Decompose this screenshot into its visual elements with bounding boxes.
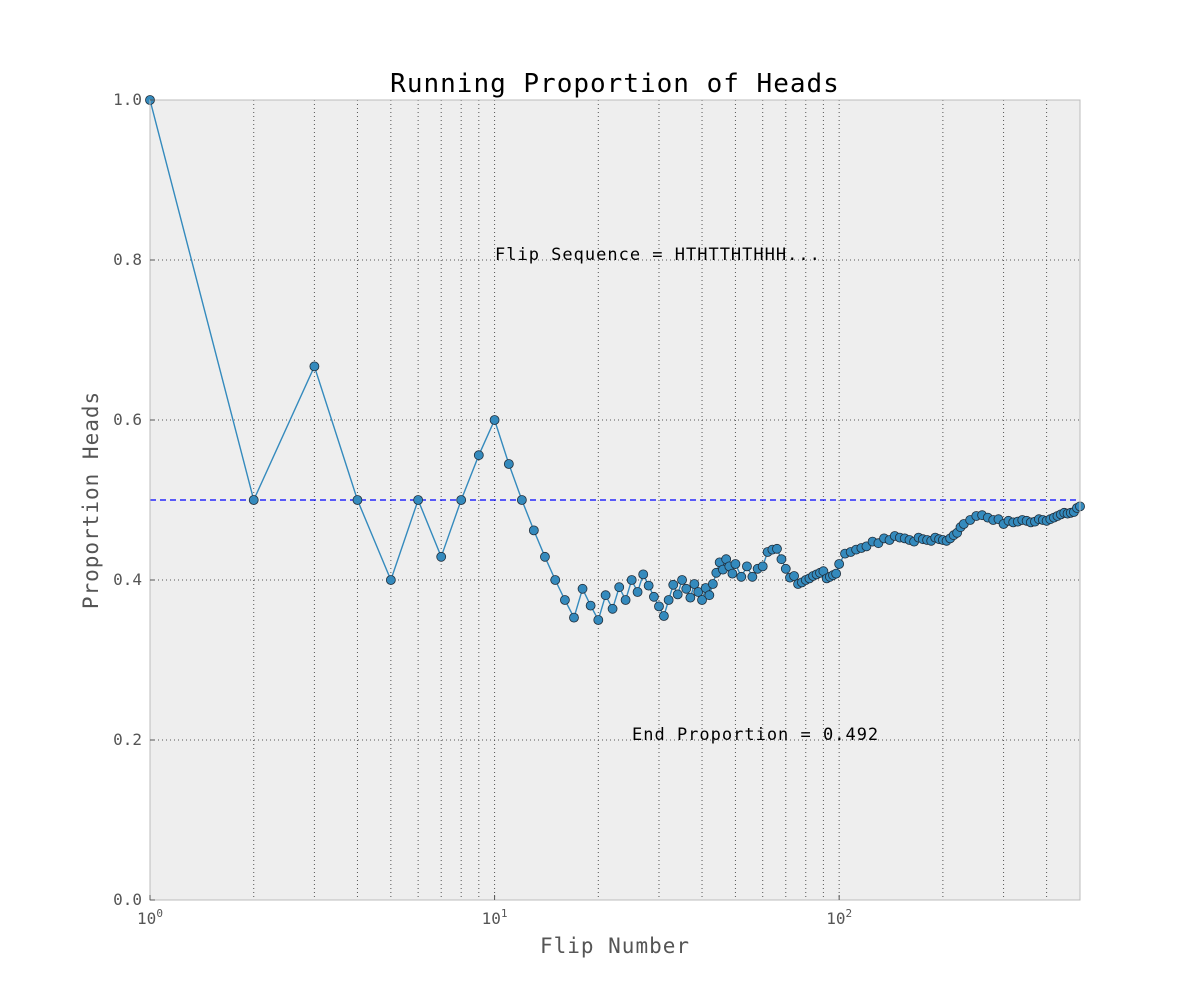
data-point: [697, 595, 707, 605]
data-point: [747, 571, 758, 582]
data-point: [658, 611, 669, 621]
y-tick-label: 0.0: [113, 890, 142, 909]
data-point: [677, 575, 687, 585]
series-group: [145, 95, 1085, 625]
data-point: [742, 561, 752, 572]
data-point: [585, 600, 596, 611]
y-tick-label: 0.4: [113, 570, 142, 589]
plot-frame: [149, 99, 1081, 901]
x-axis-label: Flip Number: [540, 934, 690, 958]
data-point: [643, 580, 654, 591]
data-point: [704, 590, 715, 601]
data-point: [569, 612, 579, 623]
data-point: [436, 551, 447, 562]
y-axis-label: Proportion Heads: [79, 391, 103, 609]
data-point: [780, 563, 791, 574]
data-point: [600, 590, 611, 601]
data-point: [834, 559, 845, 569]
x-tick-exponent: 0: [156, 907, 163, 920]
x-tick-exponent: 1: [501, 907, 508, 920]
data-point: [632, 587, 643, 597]
y-tick-label: 1.0: [113, 90, 142, 109]
data-point: [528, 525, 539, 536]
x-tick-exponent: 2: [845, 907, 852, 920]
data-point: [516, 495, 527, 505]
data-point: [560, 595, 570, 605]
x-tick-base: 10: [826, 909, 845, 928]
data-point: [654, 601, 664, 612]
data-point: [614, 582, 625, 593]
data-point: [248, 495, 259, 505]
data-point: [685, 592, 696, 603]
annotation-flip-sequence: Flip Sequence = HTHTTHTHHH...: [495, 245, 821, 265]
data-point: [503, 459, 514, 469]
data-point: [413, 495, 424, 505]
x-tick-base: 10: [482, 909, 501, 928]
data-point: [473, 450, 484, 461]
data-point: [577, 583, 588, 594]
y-tick-label: 0.6: [113, 410, 142, 429]
data-point: [620, 595, 631, 605]
data-point: [663, 595, 674, 605]
data-point: [593, 615, 604, 625]
x-tick-label: 100: [137, 907, 163, 928]
data-point: [831, 568, 842, 579]
data-point: [789, 571, 799, 581]
annotation-end-proportion: End Proportion = 0.492: [632, 725, 879, 745]
data-point: [352, 495, 363, 505]
data-point: [730, 559, 741, 569]
data-point: [672, 589, 683, 600]
data-point: [757, 561, 768, 572]
data-point: [727, 568, 738, 579]
data-point: [607, 603, 618, 614]
y-tick-label: 0.8: [113, 250, 142, 269]
data-point: [489, 415, 500, 425]
data-point: [668, 579, 679, 590]
data-point: [385, 575, 396, 585]
data-point: [456, 495, 467, 505]
data-point: [707, 579, 718, 589]
data-point: [681, 583, 692, 594]
data-point: [689, 579, 700, 589]
data-point: [772, 543, 782, 554]
data-point: [693, 587, 704, 597]
chart-title: Running Proportion of Heads: [390, 69, 840, 99]
data-point: [776, 554, 787, 565]
data-point: [550, 575, 561, 585]
data-point: [649, 591, 659, 602]
data-point: [540, 551, 550, 562]
x-tick-base: 10: [137, 909, 156, 928]
data-point: [626, 575, 637, 585]
x-tick-label: 101: [482, 907, 508, 928]
x-tick-label: 102: [826, 907, 852, 928]
data-point: [736, 571, 747, 582]
data-point: [638, 569, 649, 580]
y-tick-label: 0.2: [113, 730, 142, 749]
data-point: [309, 361, 320, 372]
